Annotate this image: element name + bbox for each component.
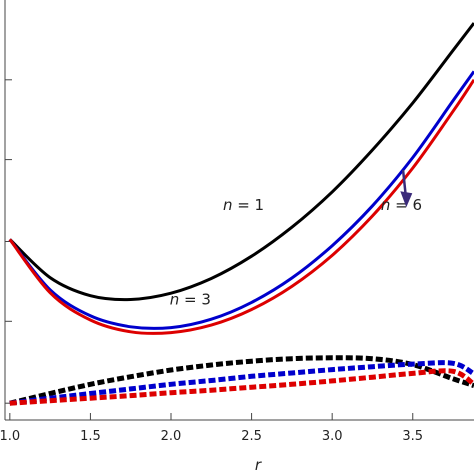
- series-line-0: [8, 22, 474, 302]
- annotation-0: n = 1: [223, 196, 264, 214]
- x-tick-label-5: 3.5: [402, 429, 423, 444]
- annotation-layer: n = 1 n = 3 n = 6: [170, 169, 422, 309]
- x-axis-title: r: [255, 456, 262, 474]
- y-axis-ticks: [5, 79, 12, 404]
- series-layer: [8, 22, 474, 406]
- annotation-2: n = 6: [381, 196, 422, 214]
- x-tick-label-1: 1.5: [80, 429, 101, 444]
- annotation-1: n = 3: [170, 291, 211, 309]
- x-tick-label-3: 2.5: [241, 429, 262, 444]
- series-line-5: [9, 368, 474, 406]
- x-tick-label-2: 2.0: [161, 429, 182, 444]
- x-tick-label-0: 1.0: [0, 429, 20, 444]
- series-line-1: [8, 70, 474, 330]
- x-axis-ticks: 1.0 1.5 2.0 2.5 3.0 3.5: [0, 413, 423, 444]
- plot-frame: [4, 0, 474, 421]
- arrow-head: [400, 191, 413, 208]
- series-line-4: [9, 360, 474, 406]
- series-line-3: [9, 355, 474, 406]
- x-tick-label-4: 3.0: [322, 429, 343, 444]
- series-line-2: [8, 78, 474, 335]
